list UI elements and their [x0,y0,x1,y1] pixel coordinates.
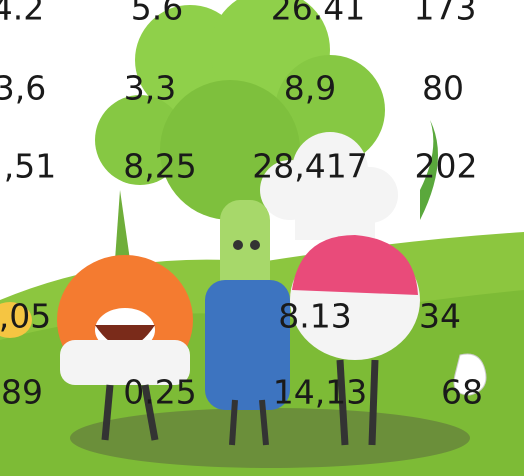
number: 80 [422,69,464,108]
number: 68 [441,373,483,412]
number: 8,9 [284,69,336,108]
number: 8.13 [278,297,351,336]
shadow [70,408,470,468]
number: 0.25 [123,373,196,412]
number: 4.2 [0,0,44,28]
number: ,51 [4,147,56,186]
number: ,05 [0,297,51,336]
number: 34 [419,297,461,336]
number: 8,25 [123,147,196,186]
number: 28,417 [252,147,367,186]
number: 3,3 [124,69,176,108]
number: 3,6 [0,69,46,108]
page: {"rows": [ ["4.2", "5.6", "26.41", "173"… [0,0,524,476]
number: 202 [415,147,478,186]
number: 173 [414,0,477,28]
number: 14,13 [273,373,367,412]
worksheet-illustration: 4.2 5.6 26.41 173 3,6 3,3 8,9 80 ,51 8,25 28,417 20… [0,0,524,476]
number: 5.6 [131,0,183,28]
number: 89 [1,373,43,412]
number: 26.41 [271,0,365,28]
